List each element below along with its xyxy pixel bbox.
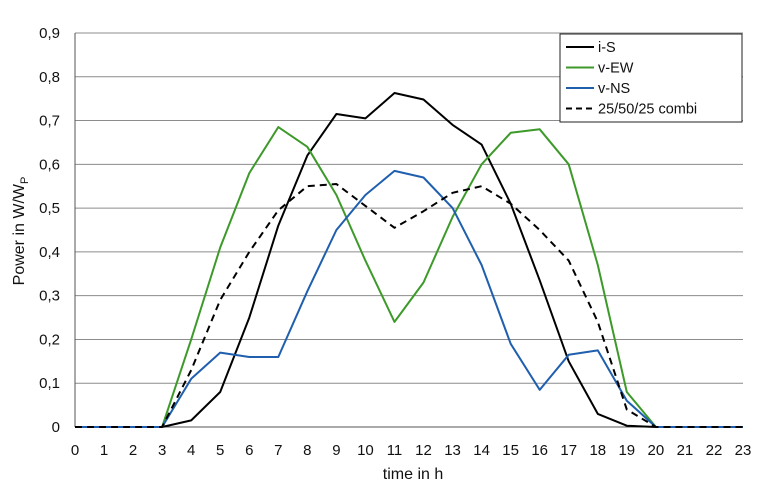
gridlines	[75, 32, 743, 428]
x-tick-label-23: 23	[735, 442, 752, 459]
legend: i-S v-EW v-NS 25/50/25 combi	[559, 33, 743, 123]
y-tick-label-9: 0,9	[39, 25, 60, 42]
x-tick-label-3: 3	[158, 442, 166, 459]
y-tick-label-6: 0,6	[39, 156, 60, 173]
y-tick-label-5: 0,5	[39, 200, 60, 217]
y-tick-label-8: 0,8	[39, 69, 60, 86]
x-tick-label-22: 22	[706, 442, 723, 459]
x-tick-label-7: 7	[274, 442, 282, 459]
x-tick-label-10: 10	[357, 442, 374, 459]
legend-box	[559, 33, 743, 123]
x-axis-label: time in h	[383, 466, 443, 483]
x-tick-label-21: 21	[677, 442, 694, 459]
y-tick-label-1: 0,1	[39, 375, 60, 392]
x-tick-label-17: 17	[560, 442, 577, 459]
y-tick-label-4: 0,4	[39, 244, 60, 261]
x-tick-label-4: 4	[187, 442, 195, 459]
x-tick-label-9: 9	[332, 442, 340, 459]
x-tick-label-14: 14	[473, 442, 490, 459]
y-tick-label-2: 0,2	[39, 331, 60, 348]
series-line-2	[75, 169, 743, 428]
x-tick-label-20: 20	[648, 442, 665, 459]
axes	[74, 33, 743, 428]
x-tick-label-19: 19	[618, 442, 635, 459]
x-tick-label-16: 16	[531, 442, 548, 459]
series-line-0	[75, 92, 743, 428]
y-tick-label-3: 0,3	[39, 288, 60, 305]
x-tick-label-0: 0	[71, 442, 79, 459]
series-line-1	[75, 126, 743, 428]
y-tick-label-7: 0,7	[39, 113, 60, 130]
x-tick-label-1: 1	[100, 442, 108, 459]
x-tick-label-18: 18	[589, 442, 606, 459]
x-tick-label-8: 8	[303, 442, 311, 459]
x-tick-label-6: 6	[245, 442, 253, 459]
x-tick-label-12: 12	[415, 442, 432, 459]
y-axis-label: Power in W/WP	[11, 177, 31, 286]
y-tick-label-0: 0	[52, 419, 60, 436]
x-tick-label-13: 13	[444, 442, 461, 459]
series-lines	[75, 92, 743, 428]
x-tick-labels: 0 1 2 3 4 5 6 7 8 9 10 11 12 13 14 15 16 17 18 19 20 21 22 23	[71, 442, 752, 459]
legend-label-0: i-S	[598, 40, 616, 56]
x-tick-label-15: 15	[502, 442, 519, 459]
x-tick-label-2: 2	[129, 442, 137, 459]
y-tick-labels: 0 0,1 0,2 0,3 0,4 0,5 0,6 0,7 0,8 0,9	[39, 25, 60, 436]
legend-label-1: v-EW	[598, 61, 634, 77]
legend-label-2: v-NS	[598, 81, 630, 97]
y-axis-label-main: Power in W/W	[11, 183, 28, 285]
y-axis-label-subscript: P	[19, 177, 31, 184]
x-tick-label-5: 5	[216, 442, 224, 459]
legend-label-3: 25/50/25 combi	[598, 102, 697, 118]
series-line-3	[75, 183, 743, 428]
x-tick-label-11: 11	[387, 442, 403, 459]
